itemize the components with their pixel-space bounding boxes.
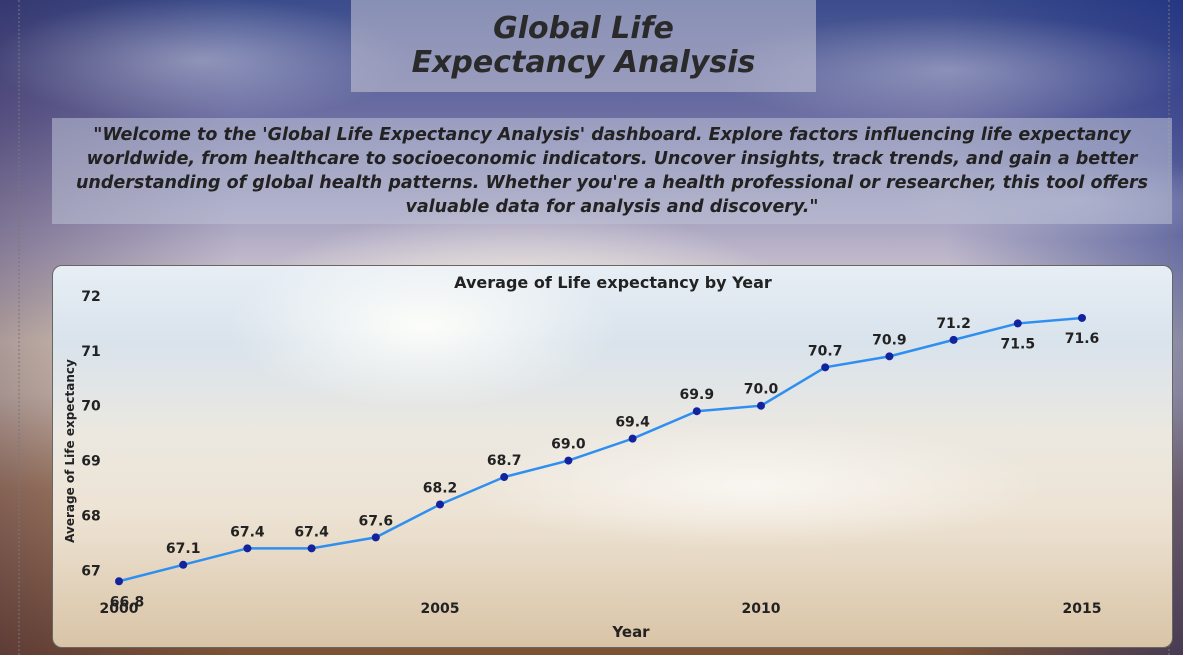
title-panel: Global Life Expectancy Analysis	[351, 0, 816, 92]
y-axis-ticks: 67 68 69 70 71 72	[81, 289, 101, 579]
data-label: 70.9	[872, 332, 907, 348]
data-point	[628, 434, 637, 443]
life-expectancy-chart[interactable]: Average of Life expectancy by Year Year …	[52, 265, 1173, 648]
chart-canvas: Average of Life expectancy by Year Year …	[63, 273, 1102, 641]
data-label: 71.6	[1065, 331, 1100, 347]
left-edge-divider	[18, 0, 20, 655]
chart-title: Average of Life expectancy by Year	[454, 273, 772, 292]
data-point	[1013, 319, 1022, 328]
y-tick-label: 71	[81, 344, 100, 360]
data-label: 67.6	[359, 513, 394, 529]
data-point	[500, 473, 509, 482]
data-label: 69.0	[551, 437, 586, 453]
data-point	[179, 560, 188, 569]
data-label: 67.4	[230, 524, 265, 540]
data-point	[692, 407, 701, 416]
data-point	[307, 544, 316, 553]
data-label: 66.8	[110, 594, 145, 610]
data-label: 70.7	[808, 343, 843, 359]
data-point	[371, 533, 380, 542]
data-point	[243, 544, 252, 553]
x-tick-label: 2005	[421, 601, 460, 617]
data-point	[949, 335, 958, 344]
x-tick-label: 2000	[100, 601, 139, 617]
data-point	[115, 577, 123, 586]
intro-panel: "Welcome to the 'Global Life Expectancy …	[52, 118, 1172, 224]
page-title: Global Life Expectancy Analysis	[411, 11, 756, 80]
x-axis-label: Year	[611, 623, 650, 641]
data-point	[757, 401, 765, 410]
data-label: 67.4	[294, 524, 329, 540]
y-tick-label: 70	[81, 399, 101, 415]
data-label: 70.0	[744, 382, 779, 398]
x-tick-label: 2010	[742, 601, 781, 617]
y-tick-label: 67	[81, 563, 100, 579]
data-label: 68.7	[487, 453, 522, 469]
y-axis-label: Average of Life expectancy	[63, 359, 77, 543]
series-line	[118, 316, 1083, 583]
data-points	[115, 313, 1086, 586]
data-label: 69.9	[680, 387, 715, 403]
x-tick-label: 2015	[1063, 601, 1102, 617]
data-label: 67.1	[166, 541, 201, 557]
data-point	[821, 363, 830, 372]
y-tick-label: 72	[81, 289, 100, 305]
data-point	[1078, 313, 1086, 322]
y-tick-label: 69	[81, 454, 100, 470]
data-point	[436, 500, 444, 509]
data-point	[564, 456, 573, 465]
data-labels: 66.8 67.1 67.4 67.4 67.6 68.2 68.7 69.0 69.4 69.9…	[110, 316, 1100, 610]
data-label: 69.4	[615, 415, 650, 431]
data-label: 68.2	[423, 480, 458, 496]
data-label: 71.5	[1001, 336, 1036, 352]
intro-text: "Welcome to the 'Global Life Expectancy …	[75, 125, 1149, 217]
x-axis-ticks: 2000 2005 2010 2015	[100, 601, 1102, 617]
data-point	[885, 352, 894, 361]
data-label: 71.2	[936, 316, 971, 332]
y-tick-label: 68	[81, 508, 100, 524]
